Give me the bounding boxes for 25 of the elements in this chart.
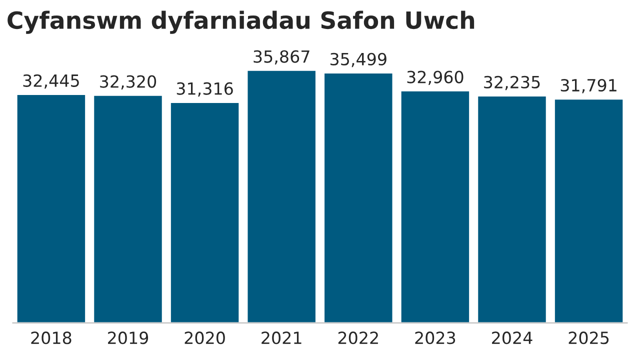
bar: [554, 98, 624, 323]
x-tick-label: 2021: [262, 332, 302, 344]
x-tick-label: 2023: [415, 332, 456, 344]
data-label: 32,235: [484, 76, 540, 90]
x-tick-label: 2018: [31, 332, 72, 344]
data-label: 31,316: [176, 82, 233, 97]
bar: [92, 94, 164, 323]
x-tick-label: 2019: [108, 332, 148, 344]
bar: [170, 102, 240, 323]
bar: [323, 72, 394, 323]
bar: [400, 90, 470, 323]
bar: [16, 94, 86, 323]
data-label: 32,445: [23, 74, 79, 89]
data-label: 32,320: [100, 75, 156, 90]
bar: [246, 70, 317, 323]
data-label: 32,960: [407, 70, 464, 86]
x-tick-label: 2022: [338, 332, 378, 344]
data-label: 35,499: [330, 52, 386, 68]
x-tick-label: 2020: [184, 332, 225, 344]
chart-title: Cyfanswm dyfarniadau Safon Uwch: [8, 10, 474, 34]
data-label: 35,867: [254, 50, 310, 65]
x-tick-label: 2024: [492, 332, 532, 344]
data-label: 31,791: [560, 78, 616, 94]
x-tick-label: 2025: [568, 332, 609, 344]
bar: [476, 95, 548, 323]
